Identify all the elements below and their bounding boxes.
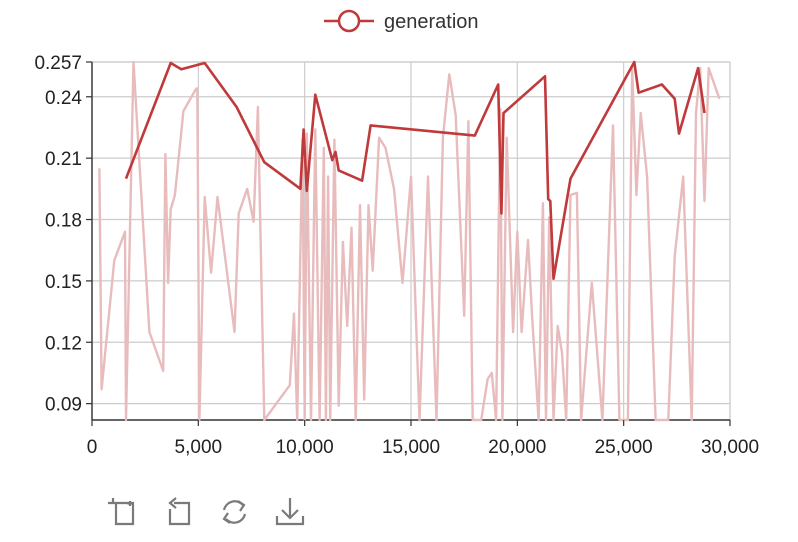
x-tick-label: 30,000 xyxy=(701,437,759,458)
x-tick-label: 25,000 xyxy=(595,437,653,458)
x-tick-label: 10,000 xyxy=(276,437,334,458)
x-tick-label: 20,000 xyxy=(488,437,546,458)
y-tick-label: 0.15 xyxy=(45,272,82,293)
series-line-smoothed xyxy=(124,60,706,281)
refresh-icon xyxy=(222,500,247,524)
zoom-in-button[interactable] xyxy=(104,494,140,530)
legend-marker xyxy=(337,9,361,33)
x-axis-ticks: 0 5,000 10,000 15,000 20,000 25,000 30,000 xyxy=(87,420,759,458)
x-tick-label: 5,000 xyxy=(175,437,223,458)
series-line-raw xyxy=(98,60,721,422)
series-smoothed xyxy=(124,60,706,281)
y-tick-label: 0.18 xyxy=(45,211,82,232)
restore-button[interactable] xyxy=(216,494,252,530)
y-axis-ticks: 0.09 0.12 0.15 0.18 0.21 0.24 0.257 xyxy=(34,53,92,416)
chart-toolbar xyxy=(104,494,308,530)
y-tick-label: 0.257 xyxy=(34,53,82,74)
zoom-back-icon xyxy=(168,497,191,526)
zoom-in-icon xyxy=(108,498,135,526)
save-image-button[interactable] xyxy=(272,494,308,530)
series-raw xyxy=(98,60,721,422)
y-tick-label: 0.21 xyxy=(45,149,82,170)
legend[interactable]: generation xyxy=(324,9,479,33)
y-tick-label: 0.24 xyxy=(45,88,82,109)
x-tick-label: 15,000 xyxy=(382,437,440,458)
zoom-reset-button[interactable] xyxy=(160,494,196,530)
download-icon xyxy=(275,498,305,526)
x-tick-label: 0 xyxy=(87,437,98,458)
legend-label: generation xyxy=(384,11,479,33)
y-tick-label: 0.12 xyxy=(45,333,82,354)
y-tick-label: 0.09 xyxy=(45,395,82,416)
